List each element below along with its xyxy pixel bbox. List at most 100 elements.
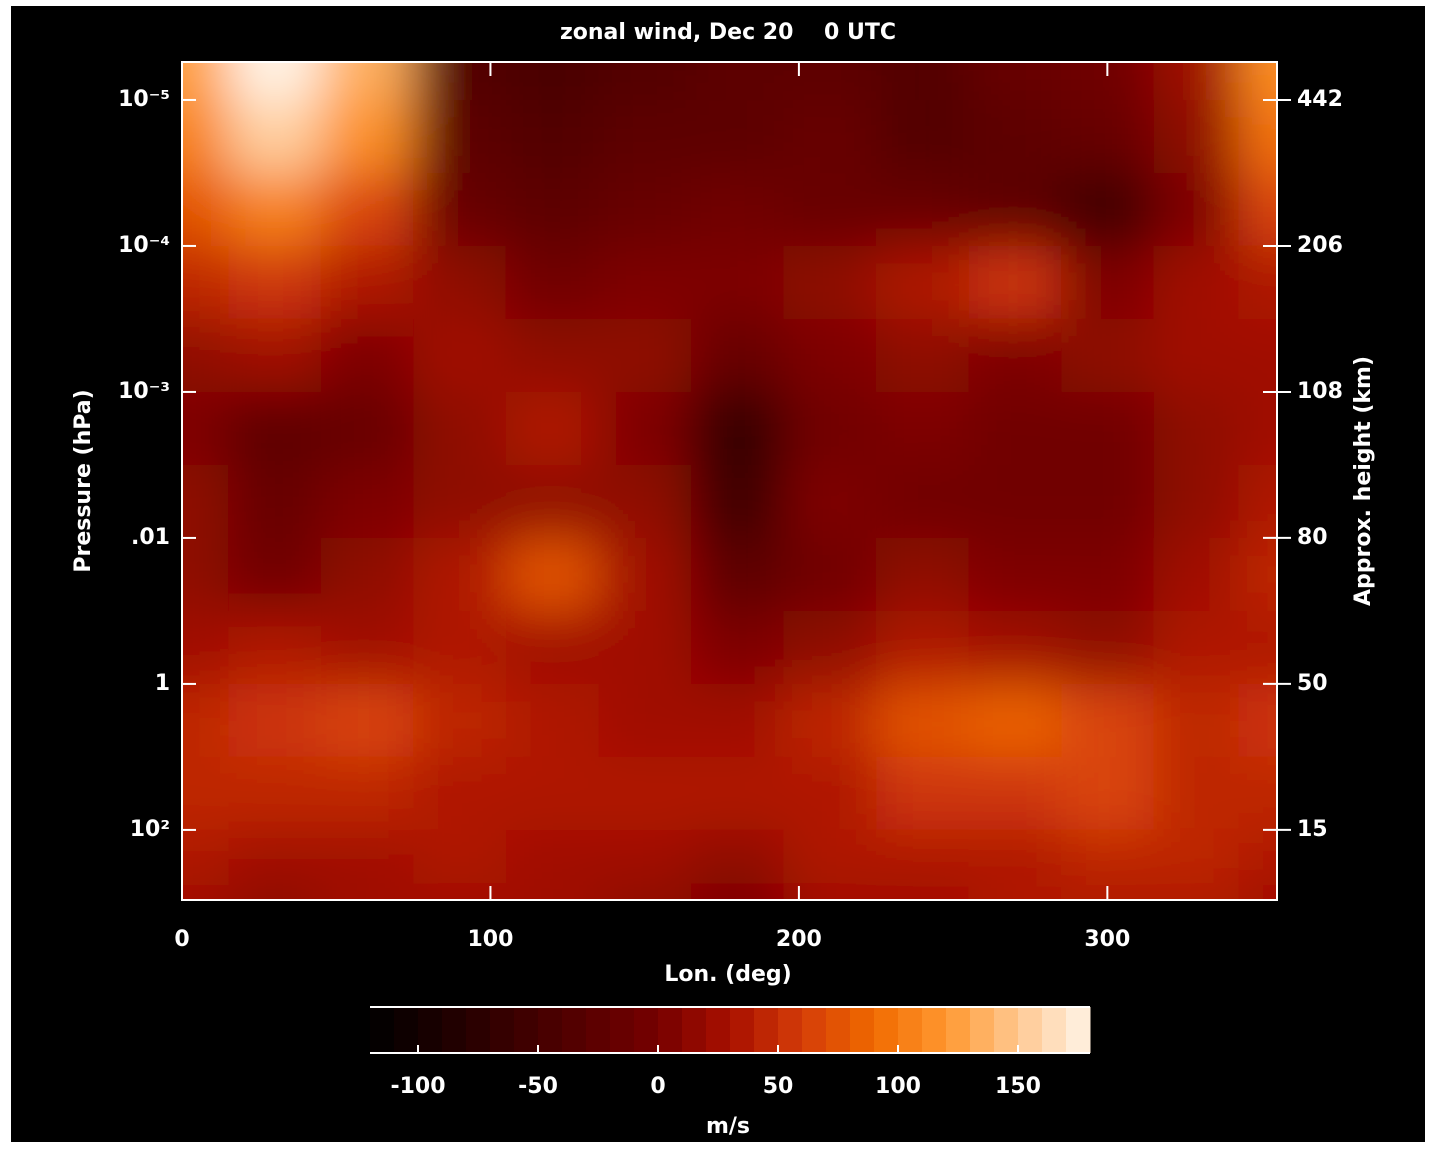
field-cell (182, 318, 229, 393)
colorbar-band (394, 1007, 419, 1053)
colorbar-band (898, 1007, 923, 1053)
colorbar-tick-label: 150 (995, 1074, 1041, 1099)
y-tick-label: 10⁻⁴ (118, 233, 170, 258)
field-cell (505, 318, 599, 393)
field-cell (1061, 610, 1155, 685)
field-cell (1153, 829, 1239, 884)
x-axis-label: Lon. (deg) (664, 962, 791, 987)
field-cell (228, 683, 322, 758)
plot-frame (181, 61, 1278, 901)
field-cell (968, 62, 1062, 101)
field-cell (876, 172, 970, 247)
field-cell (783, 756, 877, 831)
field-cell (690, 537, 784, 612)
field-cell (690, 756, 784, 831)
colorbar-band (874, 1007, 899, 1053)
field-cell (783, 883, 877, 900)
field-cell (505, 464, 599, 539)
field-cell (1238, 245, 1277, 320)
field-cell (876, 62, 970, 101)
field-cell (228, 756, 322, 831)
colorbar-band (778, 1007, 803, 1053)
colorbar-band (658, 1007, 683, 1053)
field-cell (1153, 99, 1239, 174)
field-cell (320, 172, 414, 247)
field-cell (690, 62, 784, 101)
field-cell (783, 537, 877, 612)
field-cell (968, 756, 1062, 831)
field-cell (182, 683, 229, 758)
field-cell (413, 756, 507, 831)
colorbar-tick-label: 0 (650, 1074, 665, 1099)
field-cell (690, 391, 784, 466)
field-cell (505, 756, 599, 831)
field-cell (690, 683, 784, 758)
field-cell (413, 829, 507, 884)
field-cell (783, 683, 877, 758)
y2-tick-label: 442 (1297, 87, 1343, 112)
field-cell (228, 99, 322, 174)
colorbar-band (946, 1007, 971, 1053)
field-cell (228, 610, 322, 685)
field-cell (320, 391, 414, 466)
colorbar-band (922, 1007, 947, 1053)
colorbar-band (730, 1007, 755, 1053)
field-cell (968, 683, 1062, 758)
field-cell (182, 829, 229, 884)
y-tick-label: 1 (155, 671, 170, 696)
field-cell (690, 610, 784, 685)
field-cell (320, 610, 414, 685)
field-cell (690, 883, 784, 900)
field-cell (968, 318, 1062, 393)
field-cell (1061, 245, 1155, 320)
field-cell (320, 756, 414, 831)
y2-axis-label: Approx. height (km) (1351, 356, 1376, 606)
field-cell (413, 318, 507, 393)
field-cell (690, 172, 784, 247)
field-cell (182, 537, 229, 612)
colorbar-band (466, 1007, 491, 1053)
field-cell (182, 99, 229, 174)
field-cell (598, 883, 692, 900)
field-cell (320, 245, 414, 320)
field-cell (876, 829, 970, 884)
field-cell (1238, 99, 1277, 174)
field-cell (1153, 610, 1239, 685)
field-cell (1153, 683, 1239, 758)
field-cell (1238, 172, 1277, 247)
field-cell (783, 172, 877, 247)
field-cell (182, 172, 229, 247)
colorbar-label: m/s (706, 1114, 750, 1139)
field-cell (1238, 610, 1277, 685)
field (182, 62, 1277, 900)
field-cell (1061, 683, 1155, 758)
colorbar-band (514, 1007, 539, 1053)
field-cell (1153, 883, 1239, 900)
field-cell (505, 610, 599, 685)
field-cell (320, 62, 414, 101)
field-cell (876, 99, 970, 174)
field-cell (505, 683, 599, 758)
field-cell (1061, 537, 1155, 612)
field-cell (320, 537, 414, 612)
field-cell (876, 537, 970, 612)
colorbar-tick-label: 100 (875, 1074, 921, 1099)
field-cell (783, 829, 877, 884)
field-cell (783, 99, 877, 174)
field-cell (505, 245, 599, 320)
field-cell (320, 99, 414, 174)
field-cell (505, 537, 599, 612)
field-cell (505, 172, 599, 247)
field-cell (598, 756, 692, 831)
field-cell (1061, 172, 1155, 247)
field-cell (1238, 391, 1277, 466)
field-cell (1061, 756, 1155, 831)
field-cell (968, 829, 1062, 884)
colorbar-band (562, 1007, 587, 1053)
field-cell (690, 245, 784, 320)
field-cell (690, 829, 784, 884)
field-cell (1238, 756, 1277, 831)
x-tick-label: 300 (1084, 927, 1130, 952)
field-cell (320, 829, 414, 884)
field-cell (598, 172, 692, 247)
